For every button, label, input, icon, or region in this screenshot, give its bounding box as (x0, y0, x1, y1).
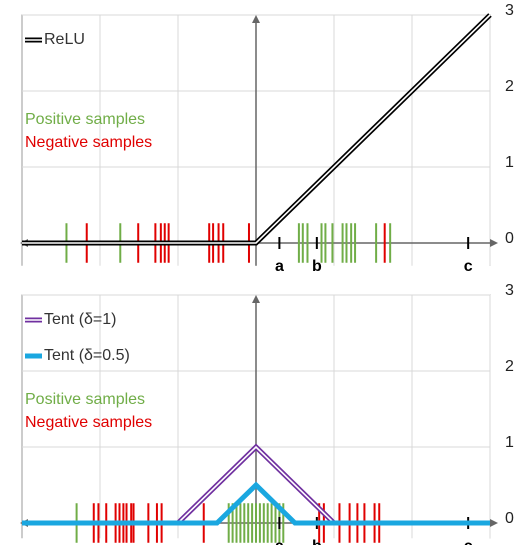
y-tick-label: 1 (505, 154, 514, 171)
legend-label: ReLU (44, 31, 85, 48)
y-tick-label: 3 (505, 2, 514, 19)
annotation-label: c (464, 538, 473, 545)
series-line (22, 481, 490, 526)
legend-label: Negative samples (25, 414, 152, 431)
axis-arrow (252, 15, 260, 23)
annotation-label: b (312, 538, 322, 545)
annotation-label: c (464, 258, 473, 275)
axis-arrow (490, 519, 498, 527)
annotation-label: a (275, 258, 284, 275)
y-tick-label: 3 (505, 282, 514, 299)
legend-label: Positive samples (25, 111, 145, 128)
annotation-label: a (275, 538, 284, 545)
axis-arrow (252, 295, 260, 303)
annotation-label: b (312, 258, 322, 275)
y-tick-label: 0 (505, 510, 514, 527)
series-line-inner (22, 14, 491, 244)
y-tick-label: 2 (505, 358, 514, 375)
legend-label: Tent (δ=0.5) (44, 347, 130, 364)
legend-label: Negative samples (25, 134, 152, 151)
y-tick-label: 0 (505, 230, 514, 247)
legend-label: Positive samples (25, 391, 145, 408)
legend-label: Tent (δ=1) (44, 311, 117, 328)
y-tick-label: 2 (505, 78, 514, 95)
panel: 0 1 2 3 a b c ReLU Positive samples Negative samp… (20, 2, 514, 275)
y-tick-label: 1 (505, 434, 514, 451)
panel: 0 1 2 3 a b c Tent (δ=1) Tent (δ=0.5) Positive sa… (20, 282, 514, 545)
axis-arrow (490, 239, 498, 247)
